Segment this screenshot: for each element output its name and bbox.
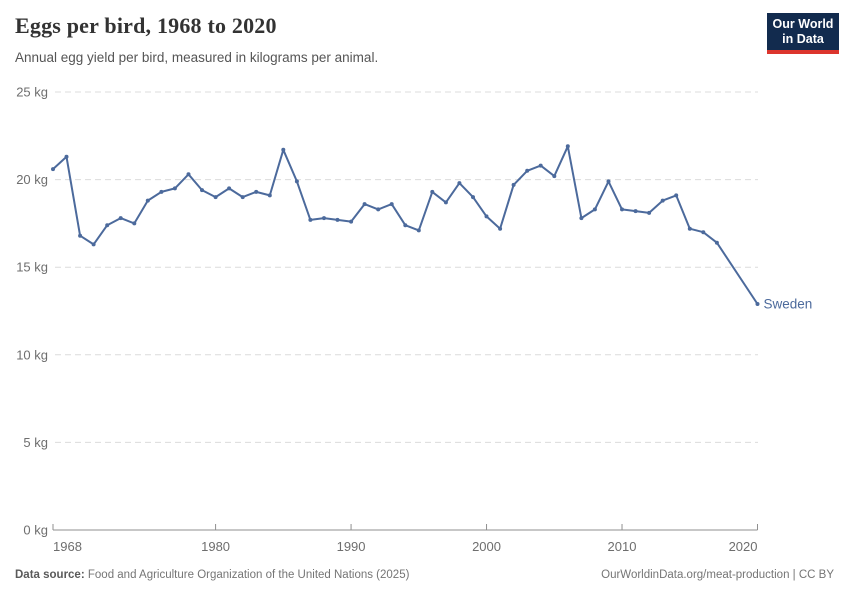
data-point[interactable] (349, 219, 354, 224)
chart-subtitle: Annual egg yield per bird, measured in k… (15, 50, 379, 65)
x-tick-label: 1980 (201, 539, 230, 554)
data-point[interactable] (552, 174, 557, 179)
data-point[interactable] (91, 242, 96, 247)
data-point[interactable] (145, 198, 150, 203)
data-source-text: Food and Agriculture Organization of the… (87, 569, 410, 581)
owid-logo[interactable]: Our World in Data (767, 13, 839, 54)
data-point[interactable] (200, 188, 204, 193)
data-point[interactable] (240, 195, 245, 200)
data-point[interactable] (701, 230, 706, 235)
data-point[interactable] (403, 223, 408, 228)
data-point[interactable] (51, 167, 55, 172)
data-point[interactable] (484, 214, 489, 219)
data-point[interactable] (416, 228, 421, 233)
data-point[interactable] (457, 181, 462, 186)
data-point[interactable] (755, 302, 760, 306)
data-point[interactable] (362, 202, 367, 207)
data-point[interactable] (674, 193, 679, 198)
data-source-note: Data source: Food and Agriculture Organi… (15, 569, 409, 581)
data-point[interactable] (186, 172, 191, 177)
data-point[interactable] (308, 217, 313, 222)
data-point[interactable] (471, 195, 475, 200)
data-point[interactable] (592, 207, 597, 212)
data-point[interactable] (281, 147, 286, 152)
data-point[interactable] (660, 198, 665, 203)
owid-logo-line1: Our World (772, 17, 834, 31)
x-tick-label: 2000 (472, 539, 501, 554)
chart-title: Eggs per bird, 1968 to 2020 (15, 13, 277, 38)
y-tick-label: 25 kg (16, 85, 48, 100)
data-point[interactable] (172, 186, 177, 191)
data-point[interactable] (606, 179, 611, 184)
data-point[interactable] (159, 189, 164, 194)
data-point[interactable] (376, 207, 381, 212)
x-tick-label: 1990 (337, 539, 366, 554)
data-point[interactable] (430, 189, 435, 194)
owid-citation-link[interactable]: OurWorldinData.org/meat-production | CC … (601, 569, 834, 581)
data-point[interactable] (525, 168, 530, 173)
data-point[interactable] (254, 189, 259, 194)
data-point[interactable] (687, 226, 692, 231)
data-point[interactable] (579, 216, 584, 221)
data-point[interactable] (213, 195, 218, 200)
data-point[interactable] (389, 202, 394, 207)
x-tick-label: 1968 (53, 539, 82, 554)
data-point[interactable] (267, 193, 272, 198)
data-point[interactable] (620, 207, 624, 212)
owid-logo-line2: in Data (782, 32, 824, 46)
data-point[interactable] (335, 217, 340, 222)
data-source-label: Data source: (15, 569, 85, 581)
data-point[interactable] (322, 216, 326, 221)
entity-label-sweden[interactable]: Sweden (764, 296, 813, 311)
data-point[interactable] (633, 209, 638, 214)
data-point[interactable] (294, 179, 299, 184)
x-tick-label: 2020 (729, 539, 758, 554)
data-point[interactable] (565, 144, 570, 149)
data-point[interactable] (132, 221, 137, 226)
data-point[interactable] (647, 210, 652, 215)
y-tick-label: 5 kg (23, 435, 48, 450)
data-point[interactable] (78, 233, 83, 238)
x-tick-label: 2010 (608, 539, 637, 554)
data-point[interactable] (498, 226, 503, 231)
data-point[interactable] (443, 200, 448, 205)
data-point[interactable] (105, 223, 110, 228)
y-tick-label: 0 kg (23, 523, 48, 538)
y-tick-label: 15 kg (16, 260, 48, 275)
data-point[interactable] (64, 154, 69, 159)
y-tick-label: 20 kg (16, 172, 48, 187)
data-point[interactable] (538, 163, 543, 168)
data-point[interactable] (714, 240, 719, 245)
data-point[interactable] (227, 186, 232, 191)
y-tick-label: 10 kg (16, 347, 48, 362)
data-point[interactable] (118, 216, 123, 221)
data-point[interactable] (511, 182, 516, 187)
